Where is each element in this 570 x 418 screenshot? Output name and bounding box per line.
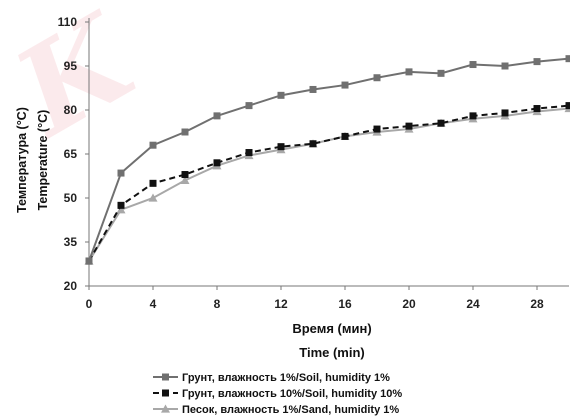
series-2-point (533, 105, 541, 113)
x-tick-label: 8 (214, 297, 221, 311)
legend-label-2: Грунт, влажность 10%/Soil, humidity 10% (182, 388, 402, 400)
x-tick-label: 4 (150, 297, 157, 311)
x-tick-label: 12 (274, 297, 288, 311)
series-1-point (437, 69, 445, 77)
legend-marker-2 (162, 389, 169, 397)
series-1-point (85, 257, 93, 265)
series-2-point (213, 159, 221, 167)
series-2-point (245, 149, 253, 157)
y-tick-label: 95 (64, 59, 78, 73)
x-tick-label: 24 (466, 297, 480, 311)
legend-marker-1 (162, 373, 169, 381)
x-axis-label-en: Time (min) (299, 345, 365, 360)
series-2-point (181, 171, 189, 179)
y-tick-label: 20 (64, 279, 78, 293)
series-1-point (245, 102, 253, 110)
series-3-point (116, 205, 126, 214)
x-tick-label: 0 (86, 297, 93, 311)
y-axis-label-ru: Температура (°C) (15, 107, 29, 213)
plot-marks (84, 55, 570, 265)
y-tick-label: 50 (64, 191, 78, 205)
series-1-point (565, 55, 570, 63)
x-tick-label: 20 (402, 297, 416, 311)
series-2-point (437, 119, 445, 127)
series-line-3 (88, 107, 570, 262)
series-1-point (533, 58, 541, 66)
legend-label-3: Песок, влажность 1%/Sand, humidity 1% (182, 404, 399, 416)
series-1-point (373, 74, 381, 82)
series-line-2 (88, 104, 570, 262)
series-1-point (181, 128, 189, 136)
x-tick-label: 28 (530, 297, 544, 311)
legend: Грунт, влажность 1%/Soil, humidity 1% Гру… (153, 372, 402, 416)
series-2-point (501, 109, 509, 117)
series-1-point (501, 62, 509, 70)
series-2-point (373, 125, 381, 133)
series-3-point (180, 175, 190, 184)
y-tick-label: 80 (64, 103, 78, 117)
series-1-point (309, 85, 317, 93)
series-2-point (469, 112, 477, 120)
y-tick-label: 35 (64, 235, 78, 249)
series-1-point (149, 141, 157, 149)
series-line-1 (88, 57, 570, 262)
y-tick-label: 110 (58, 15, 78, 29)
series-2-point (565, 102, 570, 110)
series-2-point (277, 143, 285, 151)
series-2-point (341, 132, 349, 140)
series-2-point (405, 122, 413, 130)
plot-axes: 20 35 50 65 80 95 110 0 4 8 12 16 20 24 28 (58, 15, 569, 311)
series-2-point (117, 201, 125, 209)
series-3-point (148, 193, 158, 202)
legend-marker-3 (161, 404, 170, 413)
series-2-point (149, 179, 157, 187)
series-1-point (341, 81, 349, 89)
y-tick-label: 65 (64, 147, 78, 161)
series-1-point (405, 68, 413, 76)
x-axis-label-ru: Время (мин) (292, 321, 371, 336)
x-tick-label: 16 (338, 297, 352, 311)
series-1-point (469, 61, 477, 69)
y-axis-label-en: Temperature (°C) (36, 110, 50, 211)
series-1-point (117, 169, 125, 177)
series-1-point (277, 91, 285, 99)
legend-label-1: Грунт, влажность 1%/Soil, humidity 1% (182, 372, 390, 384)
series-2-point (309, 140, 317, 148)
series-1-point (213, 112, 221, 120)
